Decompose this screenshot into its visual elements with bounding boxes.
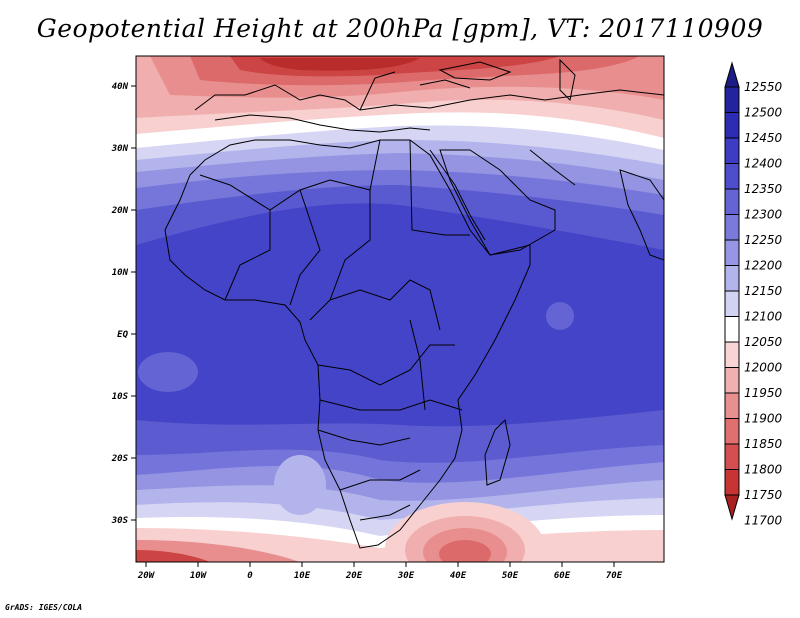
colorbar-label: 11950 bbox=[744, 386, 783, 400]
colorbar-label: 12050 bbox=[744, 335, 783, 349]
colorbar-swatch bbox=[724, 469, 740, 496]
map-title: Geopotential Height at 200hPa [gpm], VT:… bbox=[36, 14, 764, 43]
colorbar-swatch bbox=[724, 137, 740, 164]
colorbar-swatch bbox=[724, 290, 740, 317]
colorbar-swatch bbox=[724, 163, 740, 190]
colorbar-swatch bbox=[724, 239, 740, 266]
colorbar-label: 12450 bbox=[744, 131, 783, 145]
colorbar: 12550 12500 12450 12400 12350 12300 12250 12200… bbox=[724, 61, 783, 528]
longitude-axis: 20W 10W 0 10E 20E 30E 40E 50E 60E 70E bbox=[137, 562, 623, 581]
colorbar-swatch bbox=[724, 265, 740, 292]
lon-label: 10E bbox=[294, 571, 311, 581]
colorbar-label: 12100 bbox=[744, 310, 783, 324]
lon-label: 10W bbox=[190, 571, 208, 581]
lon-label: 0 bbox=[247, 571, 253, 581]
colorbar-swatch bbox=[724, 188, 740, 215]
colorbar-label: 11750 bbox=[744, 488, 783, 502]
lat-label: 10S bbox=[112, 392, 129, 402]
lat-label: 10N bbox=[112, 268, 129, 278]
colorbar-label: 12200 bbox=[744, 259, 783, 273]
lon-label: 20W bbox=[137, 571, 156, 581]
colorbar-label: 12550 bbox=[744, 80, 783, 94]
lat-label: 30S bbox=[111, 516, 129, 526]
colorbar-label: 11800 bbox=[744, 463, 783, 477]
credit-text: GrADS: IGES/COLA bbox=[5, 603, 83, 612]
colorbar-swatch bbox=[724, 392, 740, 419]
colorbar-swatch bbox=[724, 443, 740, 470]
lon-label: 50E bbox=[502, 571, 519, 581]
lat-label: 40N bbox=[112, 82, 129, 92]
coastlines bbox=[164, 58, 664, 549]
colorbar-swatch bbox=[724, 214, 740, 241]
colorbar-bottom-arrow bbox=[724, 494, 740, 521]
colorbar-label: 12150 bbox=[744, 284, 783, 298]
colorbar-label: 12500 bbox=[744, 106, 783, 120]
lat-label: 20S bbox=[111, 454, 129, 464]
lat-label: 30N bbox=[111, 144, 129, 154]
lon-label: 20E bbox=[345, 571, 363, 581]
colorbar-label: 12300 bbox=[744, 208, 783, 222]
lon-label: 70E bbox=[606, 571, 623, 581]
plot-frame bbox=[135, 55, 665, 563]
lat-label: EQ bbox=[117, 330, 128, 340]
lon-label: 40E bbox=[450, 571, 467, 581]
colorbar-label: 12350 bbox=[744, 182, 783, 196]
contour-field bbox=[136, 56, 664, 562]
colorbar-label: 11850 bbox=[744, 437, 783, 451]
colorbar-label: 12250 bbox=[744, 233, 783, 247]
lat-label: 20N bbox=[111, 206, 129, 216]
colorbar-swatch bbox=[724, 367, 740, 394]
colorbar-label: 11700 bbox=[744, 514, 783, 528]
colorbar-label: 11900 bbox=[744, 412, 783, 426]
colorbar-swatch bbox=[724, 418, 740, 445]
colorbar-swatch bbox=[724, 86, 740, 113]
colorbar-swatch bbox=[724, 316, 740, 343]
colorbar-swatch bbox=[724, 112, 740, 139]
latitude-axis: 40N 30N 20N 10N EQ 10S 20S 30S bbox=[111, 82, 136, 526]
colorbar-label: 12000 bbox=[744, 361, 783, 375]
lon-label: 60E bbox=[554, 571, 571, 581]
lon-label: 30E bbox=[397, 571, 415, 581]
colorbar-top-arrow bbox=[724, 61, 740, 88]
colorbar-swatch bbox=[724, 341, 740, 368]
colorbar-label: 12400 bbox=[744, 157, 783, 171]
